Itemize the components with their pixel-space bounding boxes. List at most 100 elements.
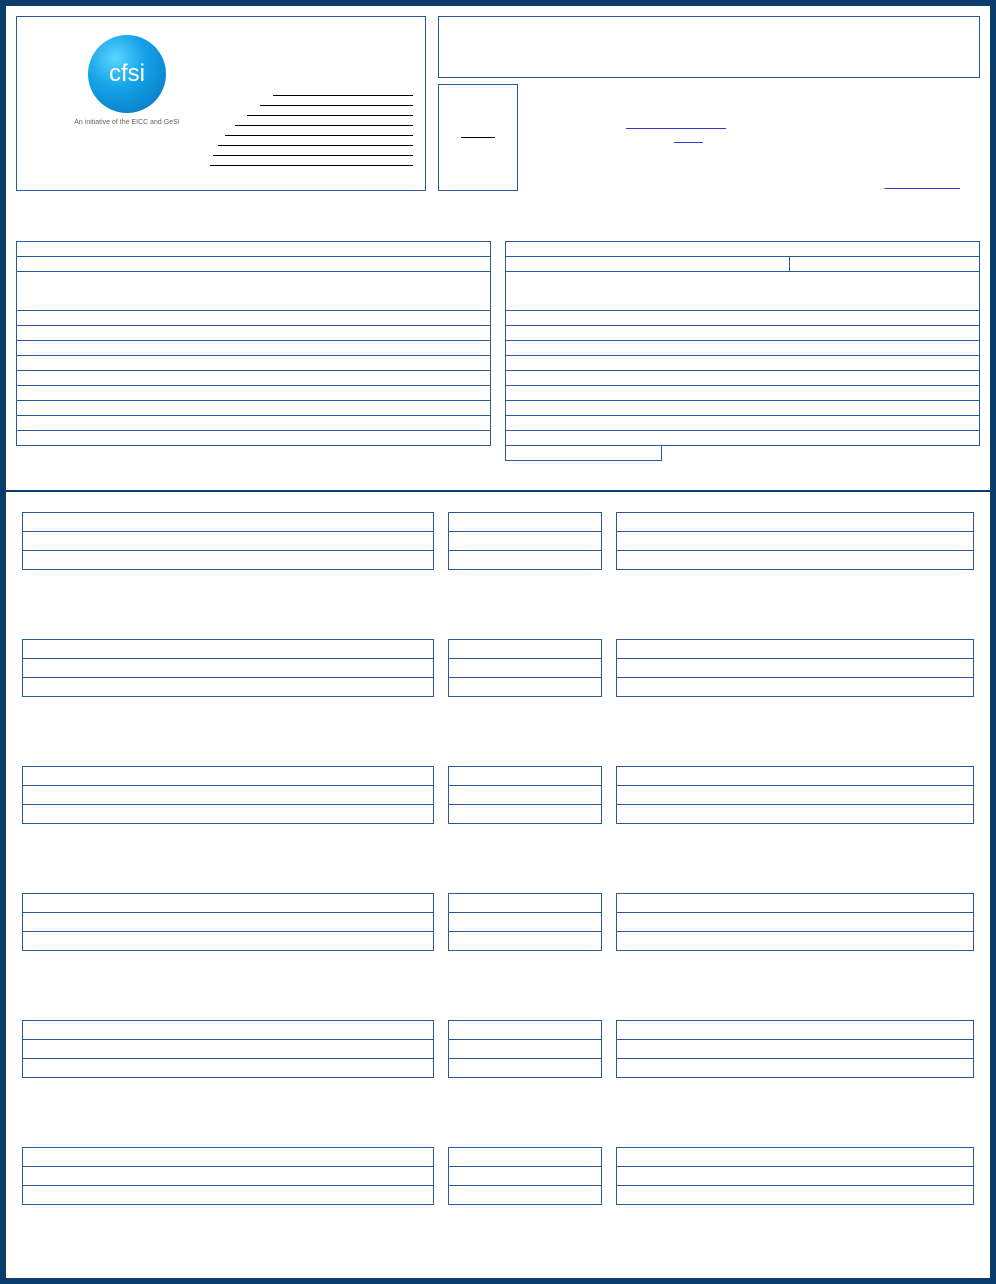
form-cell bbox=[616, 912, 974, 932]
table-row bbox=[16, 310, 491, 326]
table-row bbox=[505, 256, 980, 272]
decorative-line bbox=[213, 155, 413, 156]
table-row bbox=[16, 415, 491, 431]
form-row bbox=[22, 1058, 974, 1078]
small-box-line bbox=[461, 137, 495, 138]
form-cell bbox=[448, 1039, 602, 1059]
table-row bbox=[505, 271, 980, 311]
form-row bbox=[22, 804, 974, 824]
form-cell bbox=[22, 677, 434, 697]
table-row bbox=[16, 271, 491, 311]
form-cell bbox=[448, 639, 602, 659]
form-cell bbox=[22, 804, 434, 824]
header-right bbox=[438, 16, 980, 191]
form-row bbox=[22, 658, 974, 678]
form-row bbox=[22, 931, 974, 951]
mid-right-column bbox=[505, 241, 980, 460]
form-row bbox=[22, 512, 974, 532]
form-cell bbox=[616, 931, 974, 951]
form-cell bbox=[22, 912, 434, 932]
form-cell bbox=[448, 893, 602, 913]
form-cell bbox=[22, 785, 434, 805]
form-cell bbox=[616, 766, 974, 786]
form-row bbox=[22, 1185, 974, 1205]
form-cell bbox=[448, 804, 602, 824]
table-row bbox=[505, 400, 980, 416]
form-cell bbox=[448, 1147, 602, 1167]
header-left-box: cfsi An initiative of the EICC and GeSI bbox=[16, 16, 426, 191]
form-cell bbox=[616, 1147, 974, 1167]
form-cell bbox=[616, 1020, 974, 1040]
form-group bbox=[22, 639, 974, 697]
table-row bbox=[505, 241, 980, 257]
form-cell bbox=[22, 766, 434, 786]
header-right-body bbox=[438, 84, 980, 191]
form-cell bbox=[616, 893, 974, 913]
form-row bbox=[22, 1166, 974, 1186]
form-group bbox=[22, 766, 974, 824]
table-row bbox=[505, 340, 980, 356]
form-group bbox=[22, 1020, 974, 1078]
form-cell bbox=[22, 1039, 434, 1059]
header-text-area bbox=[526, 84, 980, 191]
header-link-2[interactable] bbox=[884, 180, 960, 189]
form-cell bbox=[616, 1058, 974, 1078]
form-cell bbox=[616, 1185, 974, 1205]
form-row bbox=[22, 550, 974, 570]
table-row bbox=[16, 370, 491, 386]
header-link-1b[interactable] bbox=[674, 134, 703, 143]
table-row bbox=[16, 340, 491, 356]
table-row bbox=[16, 256, 491, 272]
header-link-1[interactable] bbox=[626, 120, 726, 129]
form-cell bbox=[448, 658, 602, 678]
table-row bbox=[505, 325, 980, 341]
form-row bbox=[22, 766, 974, 786]
decorative-line bbox=[235, 125, 413, 126]
form-cell bbox=[22, 658, 434, 678]
table-row bbox=[16, 385, 491, 401]
decorative-line bbox=[260, 105, 413, 106]
form-group bbox=[22, 893, 974, 951]
form-group bbox=[22, 512, 974, 570]
form-cell bbox=[448, 785, 602, 805]
mid-tables bbox=[16, 241, 980, 460]
form-cell bbox=[616, 1039, 974, 1059]
table-cell bbox=[790, 257, 979, 271]
form-cell bbox=[448, 512, 602, 532]
logo-block: cfsi An initiative of the EICC and GeSI bbox=[62, 35, 192, 126]
form-cell bbox=[22, 550, 434, 570]
table-row bbox=[16, 400, 491, 416]
form-row bbox=[22, 893, 974, 913]
form-cell bbox=[616, 785, 974, 805]
form-cell bbox=[448, 931, 602, 951]
table-row bbox=[16, 355, 491, 371]
form-cell bbox=[22, 1020, 434, 1040]
table-row bbox=[16, 430, 491, 446]
lower-groups bbox=[16, 492, 980, 1205]
form-cell bbox=[448, 677, 602, 697]
form-cell bbox=[22, 1147, 434, 1167]
form-cell bbox=[448, 531, 602, 551]
table-row bbox=[505, 355, 980, 371]
form-cell bbox=[616, 1166, 974, 1186]
form-row bbox=[22, 677, 974, 697]
form-row bbox=[22, 531, 974, 551]
form-row bbox=[22, 1020, 974, 1040]
form-row bbox=[22, 1039, 974, 1059]
form-cell bbox=[448, 1185, 602, 1205]
form-cell bbox=[616, 677, 974, 697]
decorative-line bbox=[273, 95, 413, 96]
cfsi-logo-icon: cfsi bbox=[88, 35, 166, 113]
mid-left-column bbox=[16, 241, 491, 460]
form-row bbox=[22, 639, 974, 659]
table-cell bbox=[506, 257, 790, 271]
header-small-box bbox=[438, 84, 518, 191]
form-row bbox=[22, 785, 974, 805]
form-cell bbox=[22, 512, 434, 532]
form-cell bbox=[22, 1185, 434, 1205]
table-row bbox=[505, 310, 980, 326]
header-section: cfsi An initiative of the EICC and GeSI bbox=[16, 16, 980, 191]
table-row bbox=[505, 370, 980, 386]
form-cell bbox=[448, 1166, 602, 1186]
header-banner-box bbox=[438, 16, 980, 78]
